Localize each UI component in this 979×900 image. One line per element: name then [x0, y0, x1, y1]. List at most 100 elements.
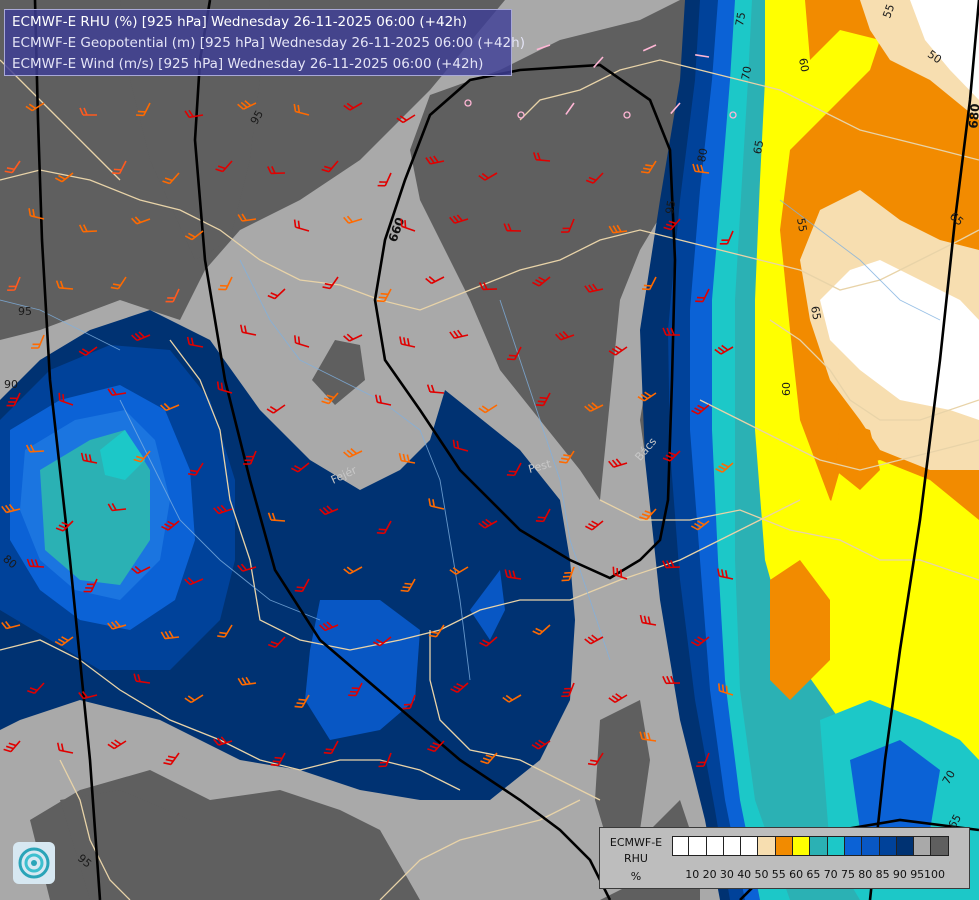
wind-barb [714, 344, 734, 355]
wind-barb [348, 682, 363, 697]
wind-barb [293, 103, 310, 116]
wind-barb [558, 450, 575, 464]
wind-barb [695, 53, 710, 58]
wind-barb [216, 381, 233, 394]
wind-barb [343, 333, 363, 342]
ecmwf-logo-icon [13, 842, 55, 884]
wind-barb [186, 336, 204, 348]
wind-barb [218, 276, 233, 291]
wind-calm-mark [517, 111, 525, 119]
wind-barb [535, 392, 551, 407]
map-title-box: ECMWF-E RHU (%) [925 hPa] Wednesday 26-1… [4, 9, 525, 76]
wind-barb [323, 740, 339, 755]
wind-barb [4, 160, 21, 174]
rhu-label: 65 [751, 139, 766, 155]
wind-barb [217, 624, 233, 638]
rhu-label: 70 [739, 65, 754, 81]
rhu-label: 70 [940, 768, 958, 787]
wind-barb [215, 160, 233, 173]
legend-model: ECMWF-E [609, 836, 663, 849]
rhu-label: 65 [946, 812, 964, 831]
wind-barb [343, 102, 363, 111]
wind-barb [30, 334, 45, 349]
wind-barb [321, 392, 339, 405]
wind-barb [162, 172, 180, 185]
legend-tick: 100 [924, 868, 945, 881]
wind-barb [503, 223, 522, 232]
wind-barb [535, 508, 551, 523]
wind-barb [639, 731, 657, 742]
wind-barb [504, 569, 522, 580]
wind-barb [536, 44, 551, 51]
legend-swatch [844, 836, 863, 856]
title-rhu: ECMWF-E RHU (%) [925 hPa] Wednesday 26-1… [12, 14, 467, 30]
wind-barb [663, 218, 681, 231]
wind-calm-mark [464, 99, 472, 107]
wind-barb [585, 172, 604, 184]
legend-tick: 55 [771, 868, 786, 881]
wind-barb [449, 329, 469, 339]
wind-barb [213, 504, 233, 515]
wind-barb [133, 450, 151, 463]
wind-barb [107, 620, 127, 630]
rhu-95-patch-south [595, 700, 650, 850]
wind-barb [561, 566, 575, 582]
wind-barb [480, 752, 498, 765]
wind-barb [294, 694, 310, 709]
wind-barb [111, 160, 127, 175]
wind-barb [291, 462, 310, 473]
rhu-legend: ECMWF-E RHU % 10 20 30 40 50 55 60 65 70 75 80 85 90… [599, 827, 970, 889]
legend-tick: 50 [754, 868, 769, 881]
legend-swatch [689, 836, 707, 856]
wind-barb [267, 166, 286, 175]
legend-swatch [793, 836, 811, 856]
wind-barb [80, 452, 98, 464]
wind-barb [237, 676, 257, 686]
legend-tick: 10 [685, 868, 700, 881]
wind-barb [343, 215, 363, 224]
wind-barb [54, 172, 74, 183]
wind-barb [642, 276, 657, 291]
rhu-label: 80 [695, 147, 710, 163]
geo-label-680: 680 [966, 103, 979, 129]
wind-barb [565, 102, 575, 115]
wind-barb [184, 694, 204, 704]
wind-barb [691, 404, 710, 415]
wind-barb [237, 100, 257, 110]
legend-swatch [775, 836, 794, 856]
wind-barb [428, 498, 445, 510]
legend-swatch [810, 836, 828, 856]
wind-barb [266, 404, 286, 414]
wind-barb [55, 280, 74, 290]
wind-barb [165, 288, 180, 303]
wind-barb [587, 752, 604, 766]
rivers [0, 199, 941, 681]
wind-barb [374, 394, 392, 406]
legend-swatch [672, 836, 690, 856]
wind-barb [78, 691, 98, 700]
wind-barb [506, 462, 522, 477]
wind-barb [561, 682, 575, 698]
wind-barb [267, 288, 286, 300]
wind-barb [242, 450, 257, 465]
wind-barb [608, 693, 628, 703]
wind-barb [1, 621, 21, 630]
wind-barb [131, 565, 151, 574]
wind-barb [479, 282, 498, 291]
legend-ticks: 10 20 30 40 50 55 60 65 70 75 80 85 90 95 100 [672, 868, 972, 882]
legend-swatch [896, 836, 915, 856]
title-wind: ECMWF-E Wind (m/s) [925 hPa] Wednesday 2… [12, 56, 484, 72]
wind-barb [322, 276, 339, 290]
wind-barb [160, 630, 180, 640]
wind-barb [55, 520, 74, 532]
wind-barb [584, 283, 604, 293]
wind-barb [131, 216, 151, 225]
wind-barb [294, 578, 310, 593]
wind-barb [58, 392, 74, 406]
rhu-east-orange-lower [770, 560, 830, 700]
wind-barb [479, 636, 498, 647]
rhu-95-patch-small [312, 340, 365, 405]
wind-barb [478, 172, 498, 181]
wind-barb [449, 214, 469, 224]
